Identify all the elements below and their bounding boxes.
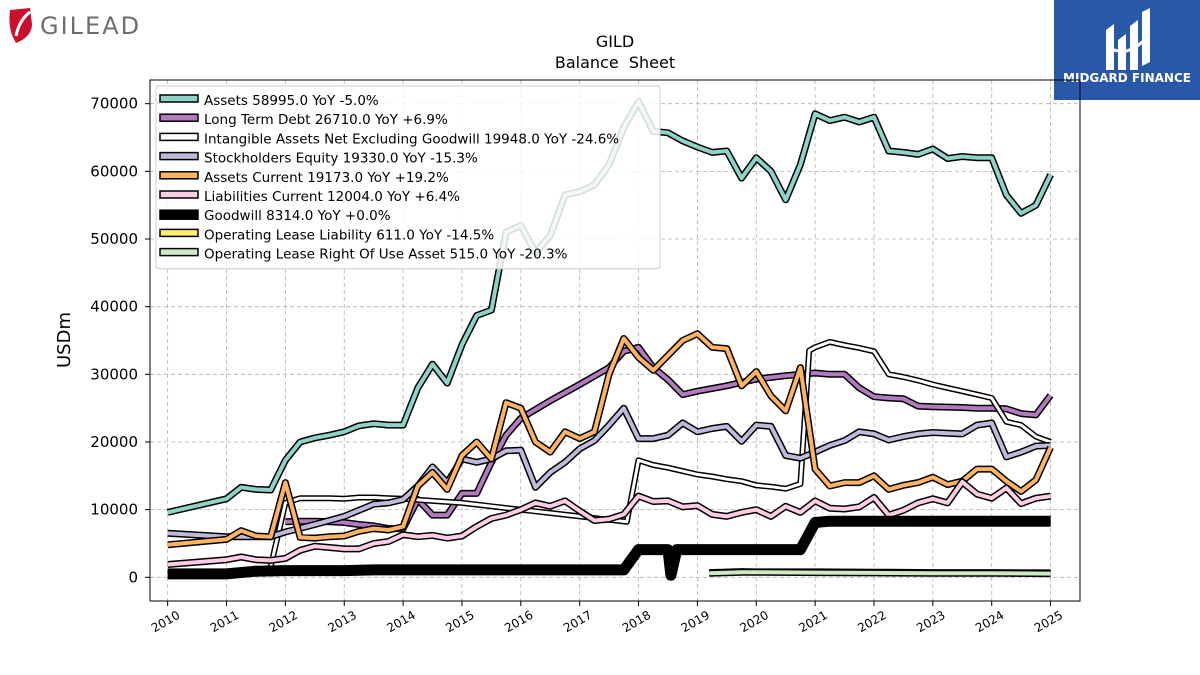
plot-frame [149, 79, 1081, 602]
legend-label: Liabilities Current 12004.0 YoY +6.4% [204, 189, 460, 205]
series-stroke [167, 331, 1053, 547]
legend: Assets 58995.0 YoY -5.0% Long Term Debt 2… [155, 85, 661, 270]
y-tick-label: 30000 [90, 365, 138, 383]
x-tick-label: 2011 [208, 608, 241, 635]
legend-swatch [159, 171, 199, 180]
x-tick-label: 2021 [796, 608, 829, 635]
x-tick-label: 2022 [855, 608, 888, 635]
x-tick-label: 2017 [561, 608, 594, 635]
legend-swatch [159, 132, 199, 142]
x-tick-label: 2018 [620, 608, 653, 635]
x-tick-label: 2020 [738, 608, 771, 635]
series-stroke [167, 479, 1051, 567]
gilead-swoosh-icon [14, 10, 31, 37]
y-tick-label: 60000 [90, 162, 138, 180]
y-tick-label: 70000 [90, 95, 138, 113]
y-tick-label: 0 [128, 568, 138, 586]
legend-swatch [159, 228, 199, 238]
x-tick-label: 2016 [502, 608, 535, 635]
legend-box [155, 85, 661, 270]
legend-label: Assets 58995.0 YoY -5.0% [204, 93, 379, 109]
x-tick-label: 2024 [973, 608, 1006, 635]
legend-swatch [159, 94, 199, 103]
legend-swatch [159, 247, 199, 257]
x-tick-label: 2012 [267, 608, 300, 635]
y-tick-label: 10000 [90, 501, 138, 519]
y-tick-label: 20000 [90, 433, 138, 451]
chart-title: GILD [596, 32, 634, 51]
gilead-logo: GILEAD [9, 8, 141, 43]
x-tick-label: 2025 [1032, 608, 1065, 635]
gilead-logo-text: GILEAD [40, 12, 141, 40]
series-line [167, 515, 1051, 581]
legend-label: Intangible Assets Net Excluding Goodwill… [204, 131, 619, 147]
midgard-logo-text: MIDGARD FINANCE [1063, 71, 1191, 85]
legend-swatch [159, 113, 199, 122]
x-tick-label: 2019 [679, 608, 712, 635]
legend-swatch [159, 209, 199, 220]
legend-label: Assets Current 19173.0 YoY +19.2% [204, 170, 449, 186]
midgard-emblem-icon [1106, 8, 1150, 70]
x-tick-label: 2023 [914, 608, 947, 635]
series-line [709, 568, 1051, 578]
x-tick-label: 2014 [384, 608, 417, 635]
legend-label: Long Term Debt 26710.0 YoY +6.9% [204, 112, 448, 128]
legend-label: Stockholders Equity 19330.0 YoY -15.3% [204, 151, 478, 167]
legend-label: Operating Lease Right Of Use Asset 515.0… [204, 247, 568, 263]
series-line [167, 478, 1052, 568]
x-tick-label: 2015 [443, 608, 476, 635]
series-stroke [167, 517, 1051, 580]
legend-label: Operating Lease Liability 611.0 YoY -14.… [204, 227, 494, 243]
series-line [167, 330, 1054, 549]
x-tick-label: 2010 [149, 608, 182, 635]
y-tick-label: 50000 [90, 230, 138, 248]
legend-swatch [159, 151, 199, 161]
series-stroke [709, 570, 1051, 576]
y-axis-label: USDm [54, 312, 75, 368]
legend-swatch [159, 190, 199, 199]
y-tick-label: 40000 [90, 298, 138, 316]
series-stroke [269, 340, 1052, 567]
series-line [267, 338, 1052, 568]
midgard-finance-logo: MIDGARD FINANCE [1054, 0, 1200, 100]
chart-subtitle: Balance Sheet [555, 53, 675, 72]
legend-label: Goodwill 8314.0 YoY +0.0% [204, 208, 391, 224]
x-tick-label: 2013 [326, 608, 359, 635]
